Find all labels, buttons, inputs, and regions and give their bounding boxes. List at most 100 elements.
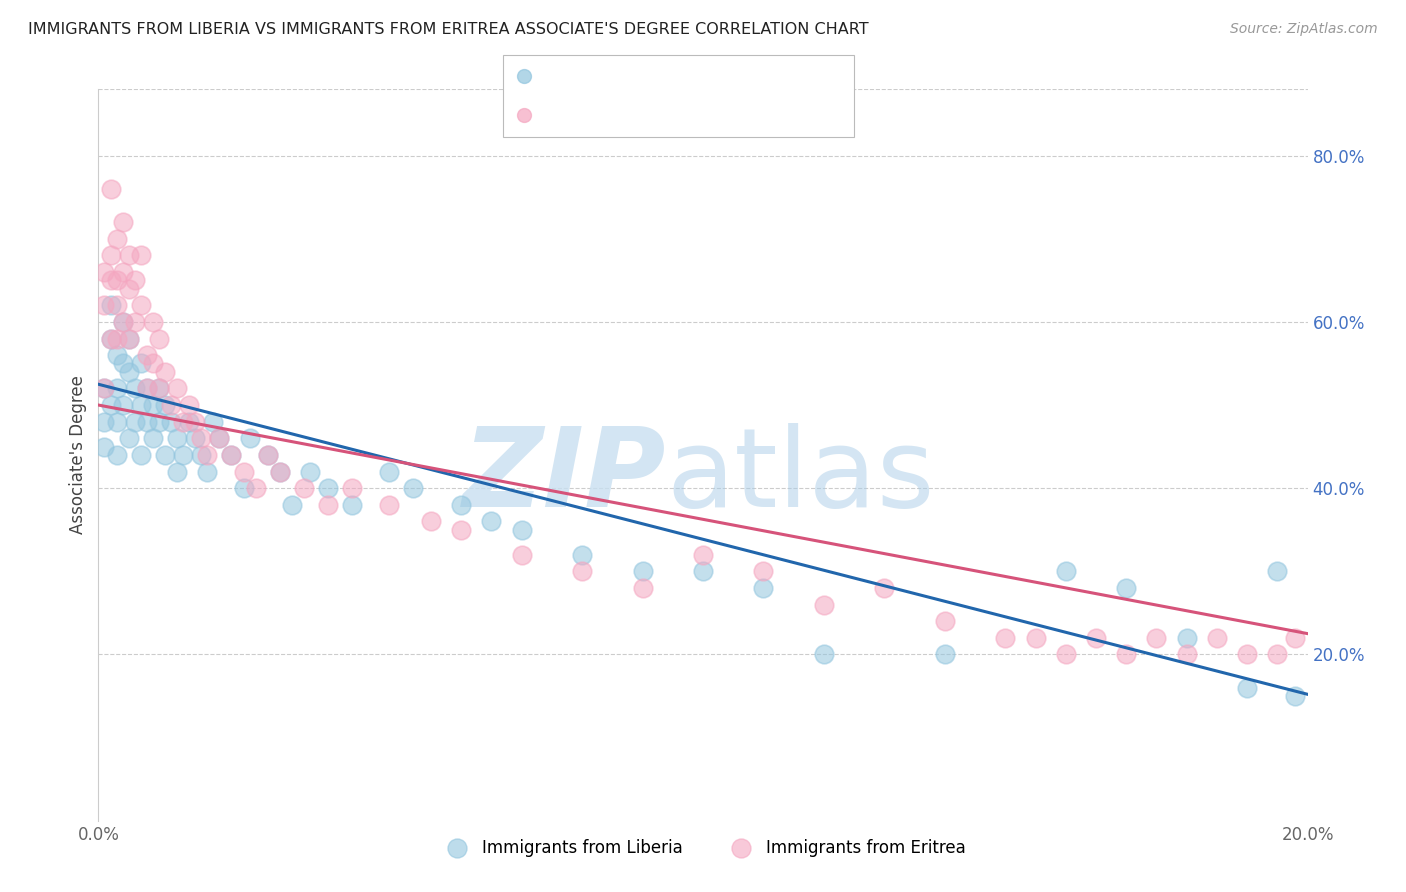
Point (135, 415, 157, 429)
Point (631, 564, 654, 578)
Point (166, 431, 188, 445)
Point (221, 448, 243, 462)
Point (105, 298, 128, 312)
Point (1144, 631, 1167, 645)
Point (153, 398, 176, 412)
Point (208, 431, 231, 445)
Point (510, 548, 533, 562)
Point (1267, 648, 1289, 662)
Point (1175, 631, 1198, 645)
Point (1175, 648, 1198, 662)
Point (93, 381, 115, 395)
Point (208, 431, 231, 445)
Point (118, 282, 141, 296)
Text: N =: N = (714, 106, 751, 124)
Point (111, 265, 134, 279)
Point (105, 232, 128, 246)
Point (148, 381, 170, 395)
Point (142, 356, 165, 370)
Point (100, 273, 122, 287)
Point (377, 465, 399, 479)
Point (510, 523, 533, 537)
Point (129, 248, 152, 262)
Point (1115, 648, 1137, 662)
Point (111, 398, 134, 412)
Point (190, 431, 212, 445)
Point (100, 182, 122, 196)
Point (100, 398, 122, 412)
Point (111, 315, 134, 329)
Point (245, 481, 267, 495)
Point (118, 248, 141, 262)
Point (142, 431, 165, 445)
Text: R =: R = (550, 68, 585, 86)
Point (299, 465, 322, 479)
Point (118, 365, 141, 379)
Text: N =: N = (714, 68, 751, 86)
Text: 66: 66 (779, 106, 801, 124)
Point (269, 465, 291, 479)
Point (111, 315, 134, 329)
Point (118, 431, 141, 445)
Point (1024, 631, 1046, 645)
Point (190, 448, 212, 462)
Point (105, 448, 128, 462)
Point (202, 415, 225, 429)
Point (172, 415, 194, 429)
Point (135, 381, 157, 395)
Point (269, 465, 291, 479)
Point (221, 448, 243, 462)
FancyBboxPatch shape (503, 55, 853, 136)
Text: 65: 65 (779, 68, 801, 86)
Point (934, 614, 956, 628)
Text: ZIP: ZIP (463, 424, 666, 531)
Point (129, 356, 152, 370)
Y-axis label: Associate's Degree: Associate's Degree (69, 376, 87, 534)
Text: -0.320: -0.320 (621, 106, 681, 124)
Point (105, 415, 128, 429)
Point (1054, 564, 1077, 578)
Point (934, 648, 956, 662)
Point (172, 448, 194, 462)
Point (93, 381, 115, 395)
Point (1085, 631, 1108, 645)
Point (166, 465, 188, 479)
Point (692, 548, 714, 562)
Point (105, 381, 128, 395)
Point (124, 315, 146, 329)
Legend: Immigrants from Liberia, Immigrants from Eritrea: Immigrants from Liberia, Immigrants from… (433, 832, 973, 863)
Point (1206, 631, 1229, 645)
Point (813, 598, 835, 612)
Point (124, 415, 146, 429)
Point (179, 415, 201, 429)
Point (100, 298, 122, 312)
Point (93, 298, 115, 312)
Point (752, 581, 775, 595)
Point (93, 415, 115, 429)
Text: Source: ZipAtlas.com: Source: ZipAtlas.com (1230, 22, 1378, 37)
Point (377, 498, 399, 512)
Point (481, 515, 503, 529)
Point (256, 448, 278, 462)
Point (184, 415, 207, 429)
Point (316, 481, 339, 495)
Point (148, 332, 170, 346)
Point (142, 398, 165, 412)
Text: IMMIGRANTS FROM LIBERIA VS IMMIGRANTS FROM ERITREA ASSOCIATE'S DEGREE CORRELATIO: IMMIGRANTS FROM LIBERIA VS IMMIGRANTS FR… (28, 22, 869, 37)
Point (160, 398, 183, 412)
Point (292, 481, 315, 495)
Point (105, 273, 128, 287)
Point (105, 348, 128, 362)
Point (1054, 648, 1077, 662)
Point (129, 398, 152, 412)
Point (111, 215, 134, 229)
Point (342, 498, 364, 512)
Point (93, 440, 115, 454)
Point (195, 448, 218, 462)
Point (148, 415, 170, 429)
Text: R =: R = (550, 106, 585, 124)
Point (124, 381, 146, 395)
Point (1284, 631, 1306, 645)
Point (239, 431, 262, 445)
Point (153, 365, 176, 379)
